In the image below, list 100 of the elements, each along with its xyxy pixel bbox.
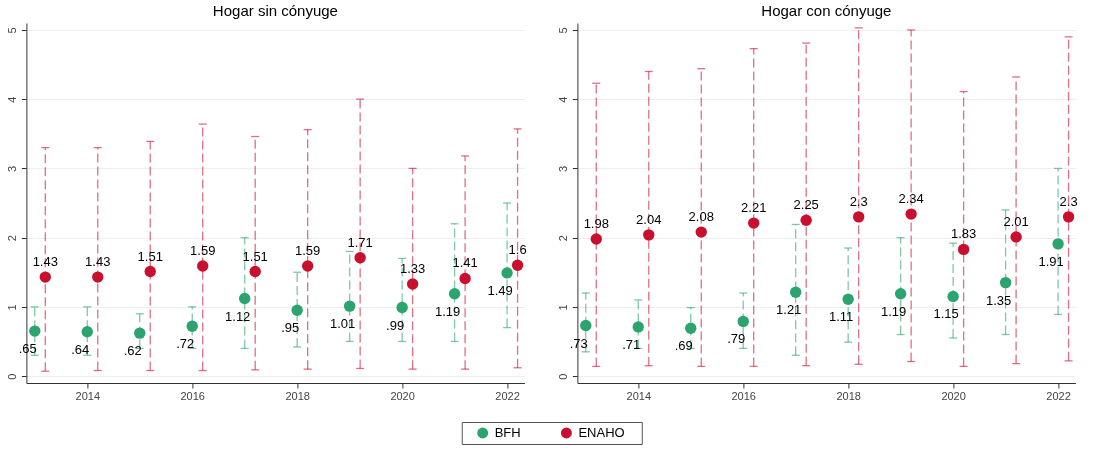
data-label: .71: [622, 336, 641, 352]
data-label: 1.71: [347, 234, 373, 250]
data-label: 1.21: [776, 302, 802, 318]
data-label: .64: [71, 341, 90, 357]
point: [643, 229, 655, 241]
data-label: 1.12: [225, 308, 251, 324]
point: [249, 265, 261, 278]
point: [999, 276, 1012, 289]
x-tick-label: 2016: [180, 389, 205, 402]
data-label: 2.08: [688, 209, 714, 225]
data-label: .65: [18, 341, 37, 357]
point: [695, 226, 707, 238]
y-tick-label: 5: [5, 27, 18, 34]
data-label: 2.3: [1059, 193, 1078, 209]
y-tick-label: 1: [5, 304, 18, 311]
point: [29, 325, 41, 337]
data-label: .79: [727, 331, 746, 347]
y-tick-label: 2: [5, 235, 18, 242]
point: [1052, 238, 1064, 250]
legend-label: ENAHO: [578, 425, 625, 440]
point: [238, 292, 251, 305]
data-label: 1.35: [985, 292, 1012, 308]
data-label: 1.19: [434, 303, 461, 319]
point: [685, 322, 697, 334]
data-label: 1.19: [880, 303, 907, 319]
data-label: 1.51: [242, 248, 268, 264]
point: [1010, 231, 1022, 243]
chart-title: Hogar con cónyuge: [761, 2, 892, 19]
point: [301, 260, 314, 272]
data-label: 1.59: [295, 243, 321, 258]
point: [144, 265, 156, 278]
x-tick-label: 2014: [75, 389, 101, 402]
point: [291, 304, 303, 316]
data-label: 1.11: [829, 309, 854, 325]
point: [39, 271, 51, 283]
data-label: 2.25: [793, 197, 819, 213]
data-label: .69: [674, 338, 693, 354]
y-tick-label: 1: [556, 304, 569, 311]
point: [632, 321, 644, 333]
data-label: .72: [176, 336, 195, 352]
point: [1062, 211, 1075, 223]
data-label: .73: [569, 335, 588, 351]
x-tick-label: 2020: [941, 389, 966, 402]
data-label: 2.04: [636, 211, 662, 227]
y-tick-label: 3: [556, 165, 569, 172]
x-tick-label: 2020: [390, 389, 415, 402]
y-tick-label: 5: [556, 27, 569, 34]
point: [459, 272, 471, 285]
y-tick-label: 4: [5, 96, 18, 103]
x-tick-label: 2022: [1046, 389, 1071, 402]
point: [800, 214, 812, 226]
data-label: 1.41: [452, 255, 478, 271]
data-label: 1.83: [950, 226, 977, 242]
data-label: 1.51: [137, 248, 163, 264]
legend-label: BFH: [494, 425, 521, 440]
data-label: 1.15: [933, 306, 959, 322]
point: [905, 208, 917, 220]
data-label: 1.43: [32, 254, 58, 270]
y-tick-label: 0: [556, 373, 569, 380]
data-label: .62: [123, 343, 142, 359]
data-label: 1.98: [583, 216, 609, 231]
point: [134, 327, 146, 339]
x-tick-label: 2022: [495, 389, 520, 402]
point: [197, 260, 209, 272]
point: [501, 267, 513, 279]
point: [448, 288, 461, 300]
data-label: 1.59: [190, 243, 216, 258]
point: [894, 288, 907, 300]
data-label: 2.21: [741, 200, 767, 216]
point: [396, 301, 408, 314]
data-label: 2.3: [849, 193, 868, 209]
point: [81, 326, 93, 338]
data-label: 1.33: [399, 261, 426, 276]
data-label: 1.91: [1038, 253, 1064, 269]
chart-title: Hogar sin cónyuge: [212, 2, 338, 19]
point: [957, 243, 970, 256]
point: [789, 286, 802, 298]
point: [947, 290, 959, 303]
x-tick-label: 2014: [626, 389, 652, 402]
y-tick-label: 3: [5, 165, 18, 172]
data-label: 1.6: [508, 242, 527, 258]
point: [748, 217, 760, 229]
point: [590, 233, 602, 245]
point: [511, 259, 524, 271]
point: [580, 319, 592, 332]
data-label: .99: [386, 317, 405, 333]
x-tick-label: 2016: [731, 389, 756, 402]
data-label: 2.34: [898, 191, 924, 207]
data-label: 1.49: [487, 282, 513, 298]
point: [92, 271, 104, 283]
y-tick-label: 2: [556, 235, 569, 242]
x-tick-label: 2018: [836, 389, 861, 402]
x-tick-label: 2018: [285, 389, 310, 402]
point: [186, 320, 198, 332]
data-label: 1.43: [85, 254, 111, 270]
point: [406, 278, 419, 290]
point: [842, 293, 854, 305]
point: [737, 315, 749, 328]
y-tick-label: 0: [5, 373, 18, 380]
point: [343, 300, 356, 312]
